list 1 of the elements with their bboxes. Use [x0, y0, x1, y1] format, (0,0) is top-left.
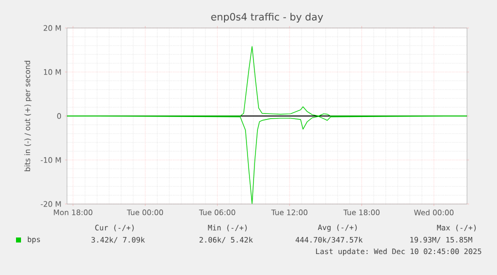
chart-title: enp0s4 traffic - by day — [211, 12, 324, 23]
